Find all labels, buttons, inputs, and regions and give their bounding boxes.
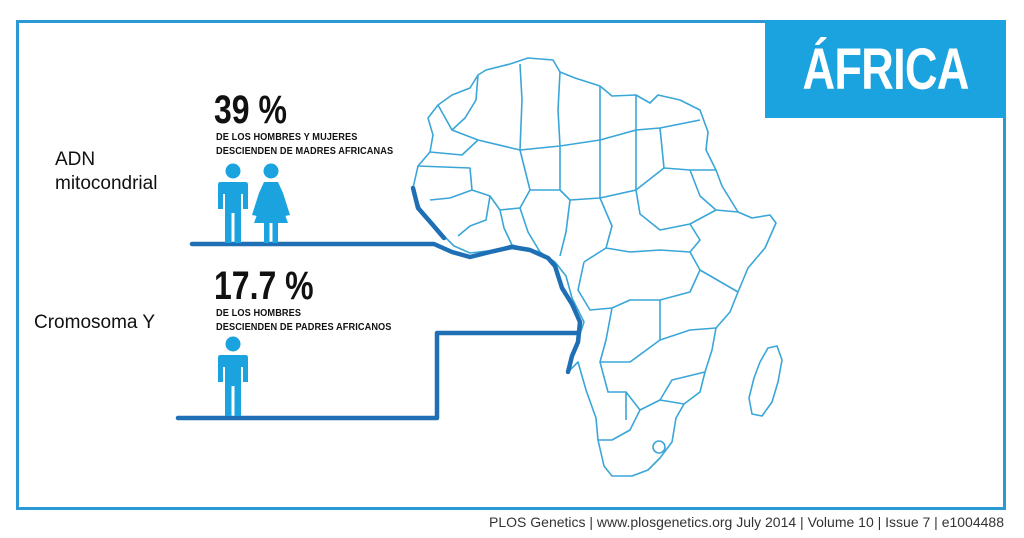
male-person-icon (218, 163, 248, 243)
ychrom-coast-line (552, 263, 583, 375)
row-label-ychrom: Cromosoma Y (34, 311, 155, 335)
citation-footer: PLOS Genetics | www.plosgenetics.org Jul… (489, 514, 1004, 530)
descent-lines (175, 185, 583, 421)
percent-ychrom: 17.7 % (214, 264, 314, 308)
row-label-line: ADN (55, 149, 96, 170)
country-borders (417, 63, 739, 441)
male-person-icon (218, 336, 248, 416)
description-line: DE LOS HOMBRES Y MUJERES (216, 132, 358, 143)
madagascar-outline (748, 345, 783, 417)
row-label-line: Cromosoma Y (34, 312, 156, 333)
percent-mtdna: 39 % (214, 88, 287, 132)
row-label-line: mitocondrial (55, 173, 158, 194)
description-line: DE LOS HOMBRES (216, 308, 302, 319)
africa-map (412, 57, 783, 477)
description-ychrom: DE LOS HOMBRES DESCIENDEN DE PADRES AFRI… (216, 307, 407, 335)
lesotho-outline (652, 440, 666, 454)
female-person-icon (252, 163, 290, 243)
title-badge: ÁFRICA (765, 20, 1006, 118)
description-line: DESCIENDEN DE MADRES AFRICANAS (216, 146, 394, 157)
africa-outline (412, 57, 777, 477)
description-line: DESCIENDEN DE PADRES AFRICANOS (216, 322, 392, 333)
description-mtdna: DE LOS HOMBRES Y MUJERES DESCIENDEN DE M… (216, 131, 409, 159)
title: ÁFRICA (802, 36, 969, 102)
mtdna-coast-line (410, 185, 447, 241)
mtdna-line (189, 241, 558, 269)
row-label-mtdna: ADN mitocondrial (55, 148, 157, 196)
ychrom-line (175, 330, 581, 421)
